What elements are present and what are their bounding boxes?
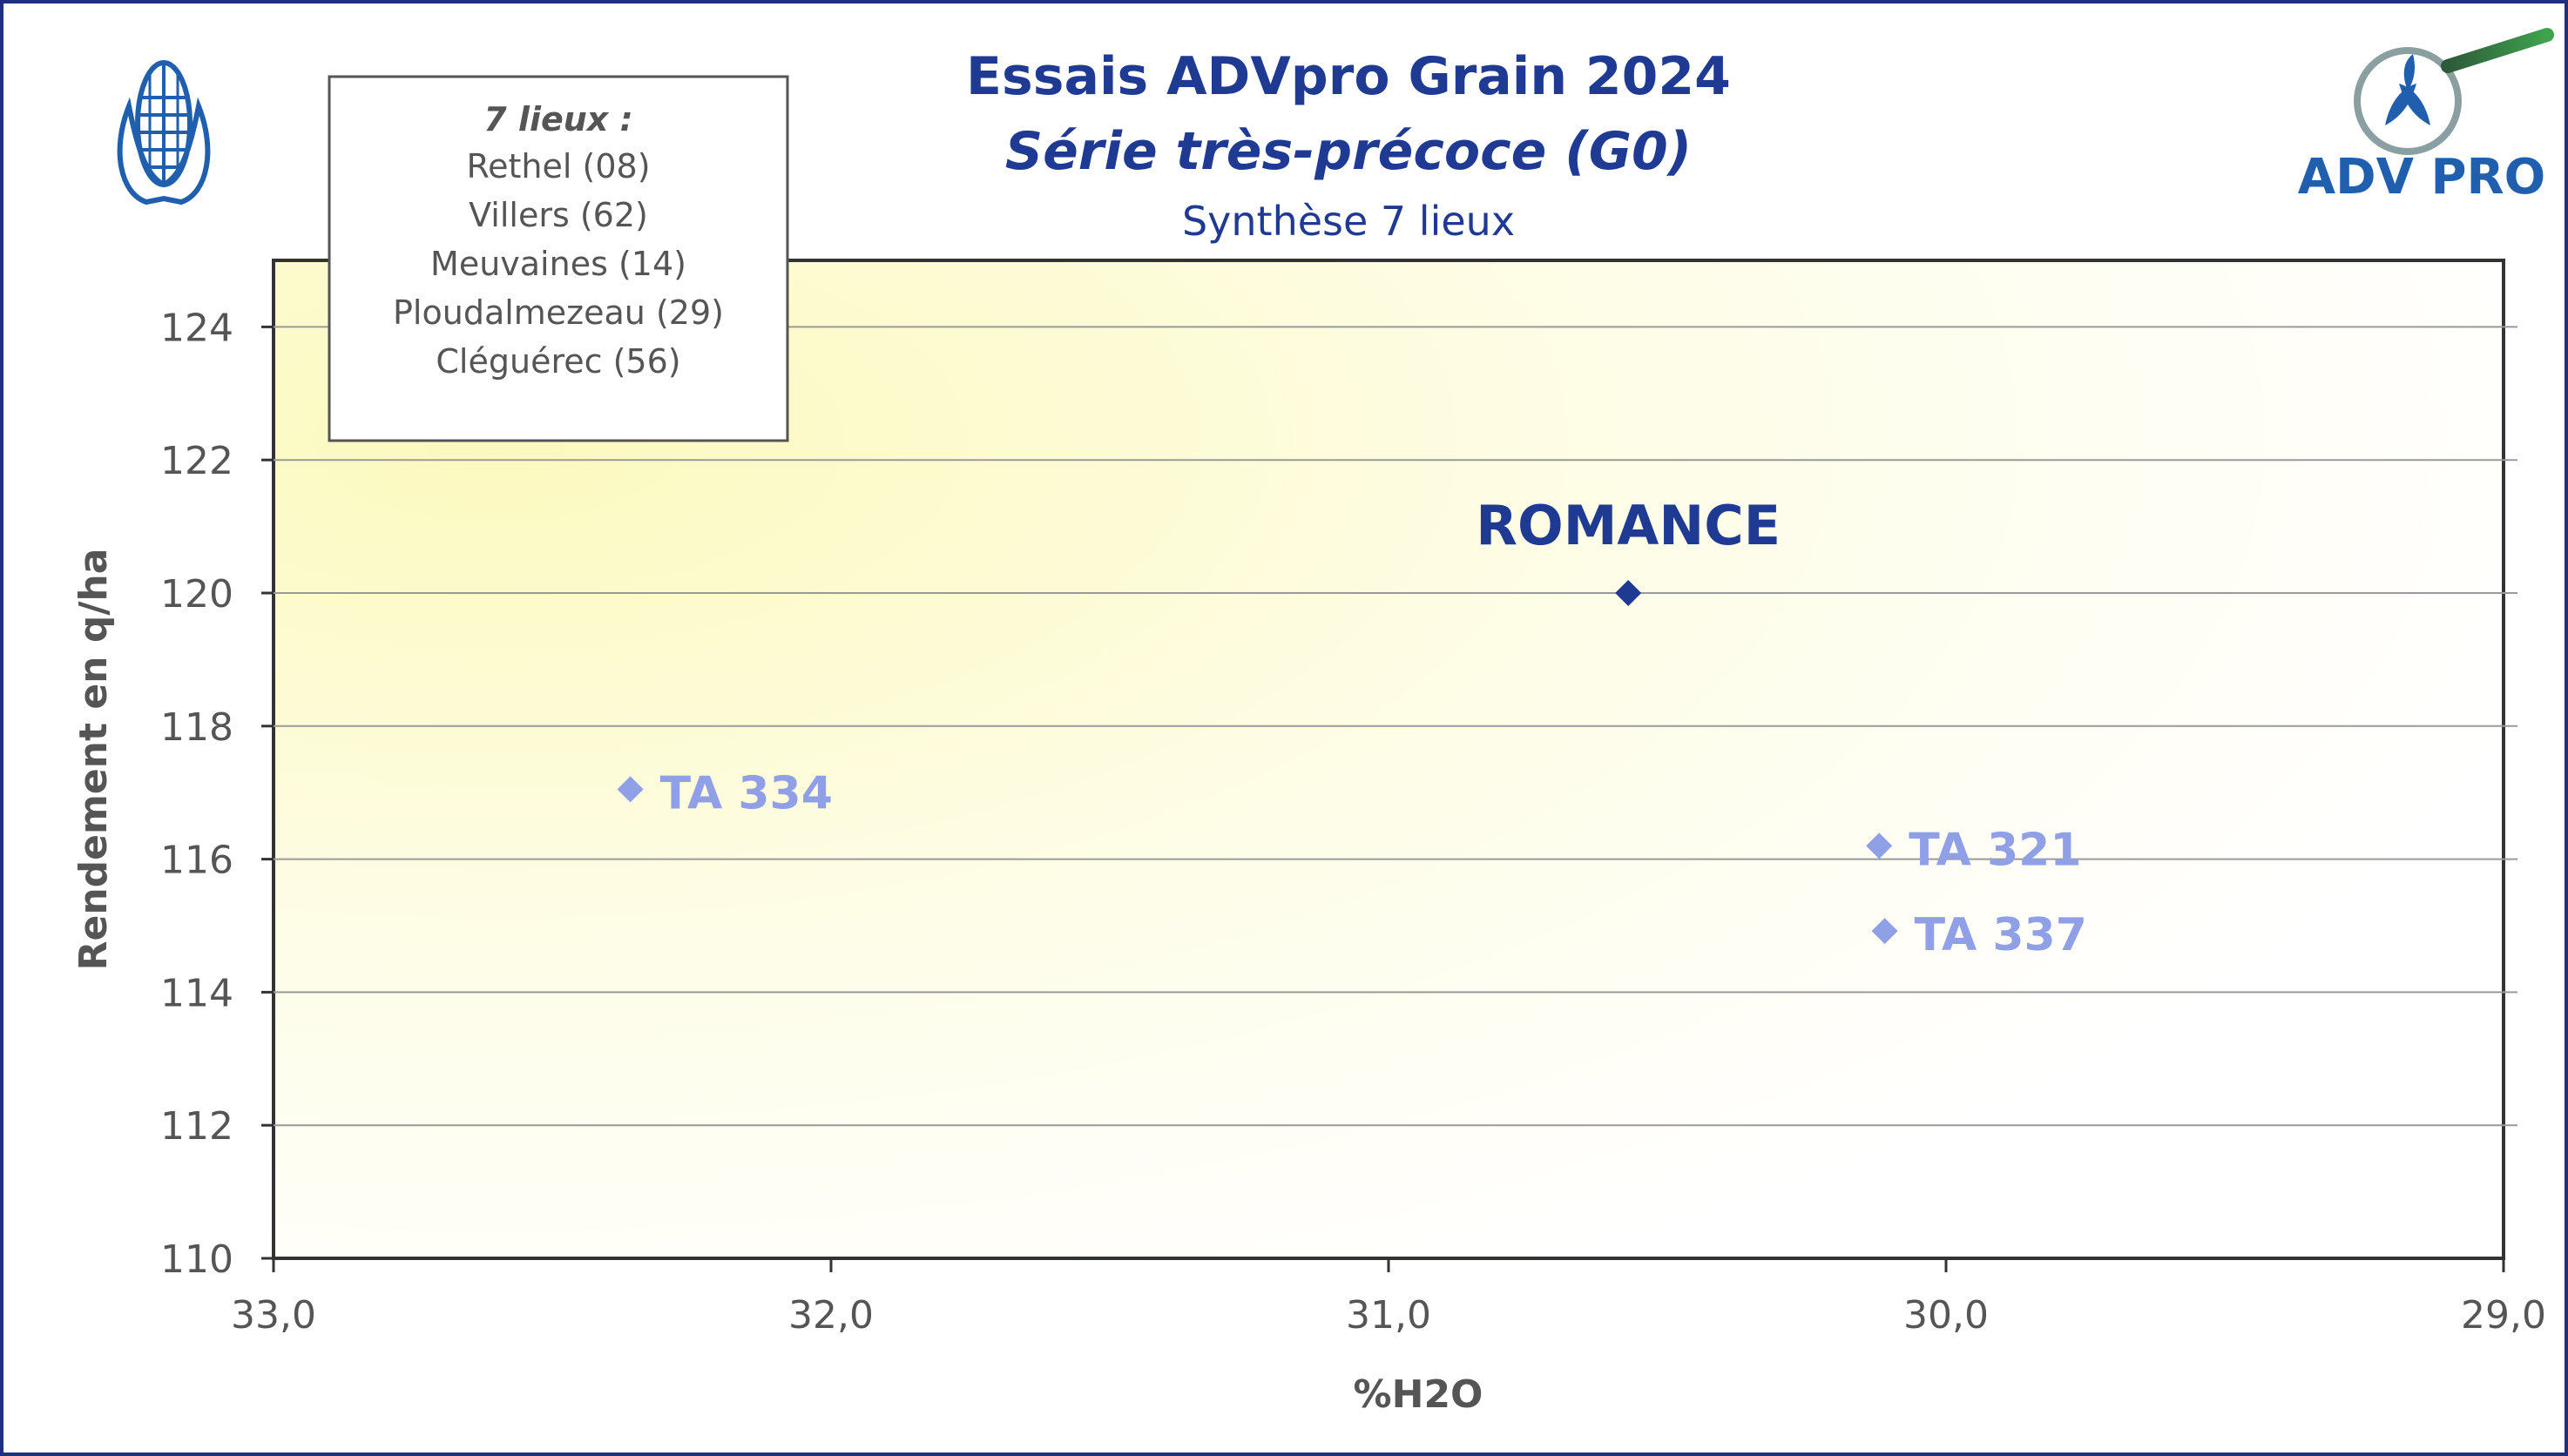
y-tick-label: 120 (160, 572, 233, 617)
magnifier-plant-icon (2354, 28, 2554, 155)
data-point-label: TA 337 (1915, 909, 2087, 961)
legend-place: Rethel (08) (466, 147, 650, 185)
chart-subtitle-2: Synthèse 7 lieux (1182, 198, 1515, 245)
x-tick-label: 29,0 (2461, 1293, 2546, 1338)
y-tick-label: 110 (160, 1237, 233, 1282)
y-tick-label: 118 (160, 705, 233, 750)
legend-place: Cléguérec (56) (436, 342, 680, 381)
y-tick-label: 112 (160, 1104, 233, 1149)
x-tick-label: 31,0 (1346, 1293, 1431, 1338)
chart-subtitle: Série très-précoce (G0) (1005, 121, 1692, 182)
x-tick-label: 33,0 (231, 1293, 316, 1338)
data-point-label: TA 321 (1909, 824, 2081, 876)
legend-place: Ploudalmezeau (29) (393, 293, 724, 332)
y-tick-label: 122 (160, 439, 233, 483)
y-axis-label: Rendement en q/ha (71, 549, 116, 971)
y-tick-label: 114 (160, 971, 233, 1015)
legend-heading: 7 lieux : (483, 100, 632, 138)
legend-box (328, 75, 789, 442)
legend-place: Villers (62) (469, 196, 648, 234)
adv-pro-logo-text: ADV PRO (2298, 149, 2545, 206)
corn-icon (117, 60, 211, 206)
y-axis-ticks: 110 112 114 116 118 120 122 124 (160, 306, 274, 1282)
data-point-label: TA 334 (660, 767, 833, 819)
locations-legend: 7 lieux : Rethel (08) Villers (62) Meuva… (328, 75, 789, 442)
data-point-marker (617, 776, 644, 803)
x-axis-label: %H2O (1354, 1372, 1483, 1417)
x-tick-label: 32,0 (788, 1293, 874, 1338)
data-point-label: ROMANCE (1476, 494, 1781, 557)
data-point-marker (1615, 580, 1642, 606)
data-point-marker (1866, 832, 1893, 859)
scatter-chart: Essais ADVpro Grain 2024 Série très-préc… (71, 28, 2554, 1417)
x-axis-ticks: 33,0 32,0 31,0 30,0 29,0 (231, 1258, 2546, 1338)
x-tick-label: 30,0 (1903, 1293, 1989, 1338)
y-tick-label: 124 (160, 306, 233, 350)
data-point-marker (1871, 918, 1898, 945)
chart-title: Essais ADVpro Grain 2024 (966, 46, 1731, 107)
legend-place: Meuvaines (14) (430, 245, 686, 283)
data-points: ROMANCE TA 334 TA 321 TA 337 (617, 494, 2087, 961)
y-tick-label: 116 (160, 839, 233, 883)
